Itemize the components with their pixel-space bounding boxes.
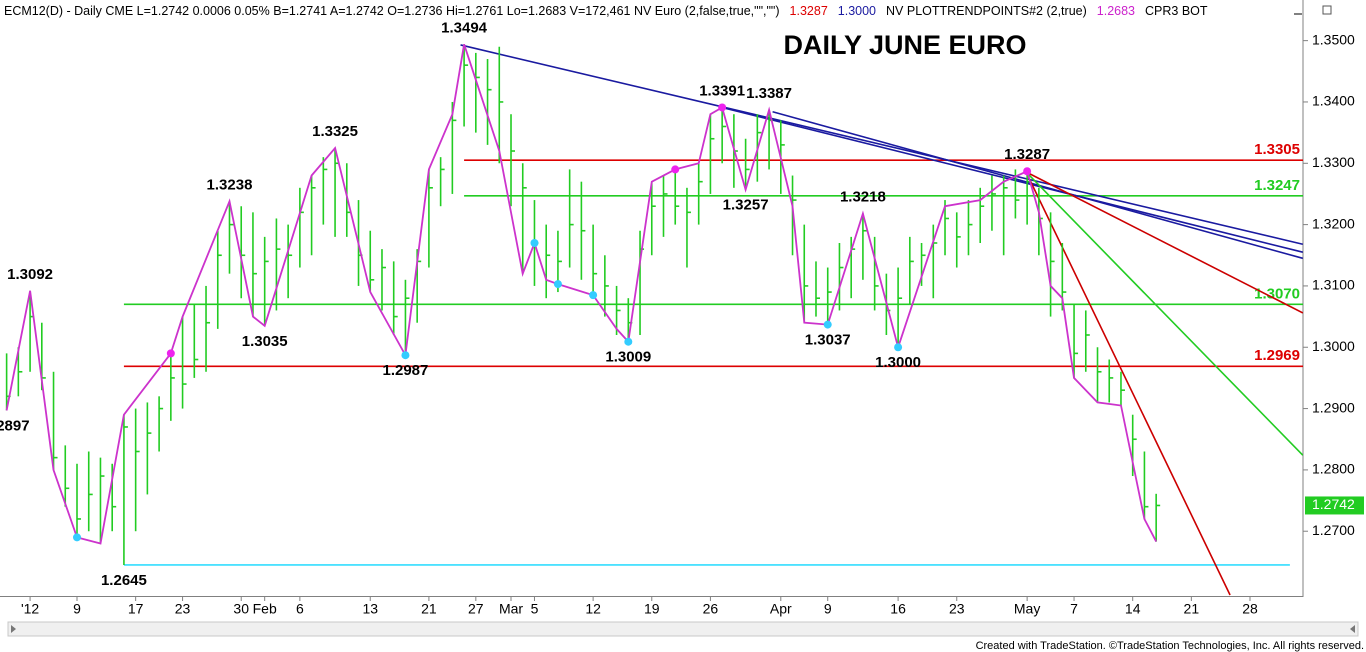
footer-credit: Created with TradeStation. ©TradeStation… (976, 640, 1364, 652)
maximize-button[interactable] (1322, 5, 1332, 15)
pivot-dot (624, 337, 633, 346)
trendline (1025, 171, 1231, 596)
price-annotation: 1.3000 (875, 354, 921, 371)
price-annotation: 1.3494 (441, 19, 488, 36)
x-tick-label: 26 (703, 601, 719, 617)
scroll-right[interactable] (1350, 625, 1355, 633)
x-tick-label: 21 (1184, 601, 1200, 617)
price-annotation: 1.3035 (242, 333, 288, 350)
price-annotation: 1.3391 (699, 82, 745, 99)
chart-title: DAILY JUNE EURO (783, 30, 1026, 60)
x-tick-label: 9 (73, 601, 81, 617)
x-tick-label: May (1014, 601, 1040, 617)
header-item: ECM12(D) - Daily CME L=1.2742 0.0006 0.0… (4, 4, 780, 18)
pivot-dot (718, 103, 727, 112)
level-label: 1.3247 (1254, 177, 1300, 194)
y-tick-label: 1.3500 (1312, 31, 1355, 47)
x-tick-label: 16 (890, 601, 906, 617)
y-tick-label: 1.2900 (1312, 399, 1355, 415)
x-tick-label: 6 (296, 601, 304, 617)
zigzag-line (5, 44, 1157, 545)
x-tick-label: 23 (175, 601, 191, 617)
price-annotation: 1.3009 (605, 349, 651, 366)
x-tick-label: 21 (421, 601, 437, 617)
price-annotation: 1.3218 (840, 189, 886, 206)
x-tick-label: 30 (233, 601, 249, 617)
x-tick-label: 9 (824, 601, 832, 617)
pivot-dot (401, 351, 410, 360)
price-annotation: 1.2897 (0, 417, 30, 434)
price-annotation: 1.2645 (101, 572, 147, 589)
header-bar: ECM12(D) - Daily CME L=1.2742 0.0006 0.0… (4, 4, 1208, 18)
y-tick-label: 1.2700 (1312, 522, 1355, 538)
header-item: 1.3287 (790, 4, 828, 18)
level-label: 1.2969 (1254, 347, 1300, 364)
header-item: NV PLOTTRENDPOINTS#2 (2,true) (886, 4, 1087, 18)
pivot-dot (553, 280, 562, 289)
x-tick-label: 12 (585, 601, 601, 617)
x-tick-label: '12 (21, 601, 39, 617)
price-annotation: 1.3325 (312, 123, 358, 140)
pivot-dot (823, 320, 832, 329)
x-tick-label: Mar (499, 601, 523, 617)
trendline (1025, 171, 1303, 456)
pivot-dot (894, 343, 903, 352)
last-price-label: 1.2742 (1312, 496, 1355, 512)
x-tick-label: 7 (1070, 601, 1078, 617)
x-tick-label: 23 (949, 601, 965, 617)
y-tick-label: 1.3400 (1312, 93, 1355, 109)
x-tick-label: 13 (362, 601, 378, 617)
last-price-box (1305, 496, 1364, 515)
window-buttons[interactable] (1294, 5, 1332, 15)
x-tick-label: 27 (468, 601, 484, 617)
pivot-dot (671, 165, 680, 174)
pivot-dot (589, 291, 598, 300)
x-tick-label: Apr (770, 601, 792, 617)
pivot-dot (1023, 167, 1032, 176)
trendline (724, 107, 1303, 253)
pivot-dot (166, 349, 175, 358)
scrollbar[interactable] (7, 621, 1359, 637)
pivot-dot (73, 533, 81, 542)
price-annotation: 1.2987 (382, 362, 428, 379)
x-tick-label: 17 (128, 601, 144, 617)
price-annotation: 1.3092 (7, 266, 53, 283)
header-item: CPR3 BOT (1145, 4, 1208, 18)
header-item: 1.2683 (1097, 4, 1135, 18)
level-label: 1.3070 (1254, 285, 1300, 302)
header-item: 1.3000 (838, 4, 876, 18)
x-tick-label: 28 (1242, 601, 1258, 617)
y-tick-label: 1.3200 (1312, 215, 1355, 231)
y-tick-label: 1.3000 (1312, 338, 1355, 354)
price-annotation: 1.3037 (805, 332, 851, 349)
trendline (460, 44, 1303, 246)
y-tick-label: 1.3300 (1312, 154, 1355, 170)
x-tick-label: 19 (644, 601, 660, 617)
axes: 1.2700 1.2800 1.2900 1.3000 1.3100 1.3200 1.33… (21, 31, 1364, 617)
scroll-left[interactable] (11, 625, 16, 633)
price-annotation: 1.3387 (746, 85, 792, 102)
trendline (1025, 171, 1303, 314)
price-annotation: 1.3257 (723, 197, 769, 214)
level-label: 1.3305 (1254, 141, 1300, 158)
plot-area: 1.3305 1.3247 1.3070 1.2969 1.3092 1.2897 1.26… (0, 19, 1303, 596)
y-tick-label: 1.2800 (1312, 461, 1355, 477)
y-tick-label: 1.3100 (1312, 277, 1355, 293)
pivot-dot (530, 239, 539, 248)
price-annotation: 1.3287 (1004, 146, 1050, 163)
x-tick-label: Feb (253, 601, 277, 617)
price-annotation: 1.3238 (207, 176, 253, 193)
x-tick-label: 14 (1125, 601, 1141, 617)
x-tick-label: 5 (531, 601, 539, 617)
trendline (772, 110, 1303, 260)
